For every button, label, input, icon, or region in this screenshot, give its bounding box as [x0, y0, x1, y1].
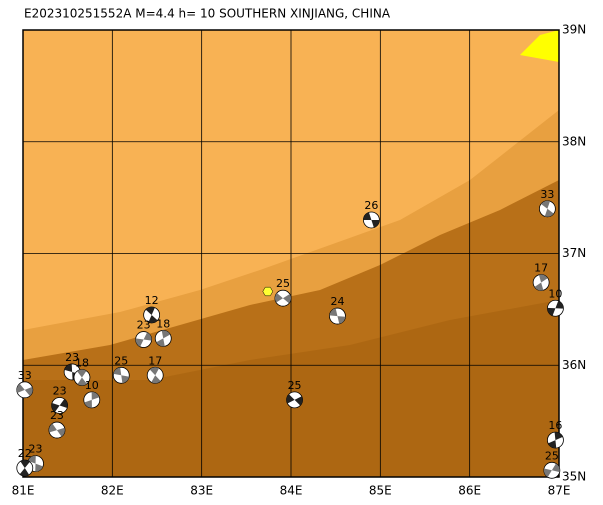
depth-label: 33	[18, 369, 32, 382]
beachball	[135, 331, 153, 348]
beachball-quadrant	[548, 432, 563, 449]
depth-label: 12	[145, 294, 159, 307]
x-tick-label: 86E	[458, 484, 481, 498]
depth-label: 23	[65, 351, 79, 364]
depth-label: 22	[18, 447, 32, 460]
depth-label: 26	[364, 199, 378, 212]
beachball-quadrant	[534, 274, 548, 291]
beachball	[73, 369, 91, 386]
beachball-bg	[146, 366, 164, 384]
depth-label: 23	[137, 319, 151, 332]
y-tick-label: 39N	[562, 23, 586, 37]
beachball-quadrant	[16, 383, 33, 396]
beachball	[16, 381, 34, 399]
beachball-quadrant	[84, 391, 100, 408]
beachball-quadrant	[286, 394, 303, 406]
x-tick-label: 85E	[369, 484, 392, 498]
y-tick-label: 35N	[562, 470, 586, 484]
beachball-quadrant	[19, 460, 30, 477]
beachball-quadrant	[547, 300, 564, 316]
depth-label: 18	[75, 357, 89, 370]
x-tick-label: 83E	[190, 484, 213, 498]
beachball	[51, 397, 69, 414]
beachball	[146, 366, 164, 384]
beachball-quadrant	[135, 332, 152, 347]
depth-label: 10	[548, 287, 562, 300]
y-tick-label: 36N	[562, 358, 586, 372]
beachball	[532, 274, 550, 291]
depth-label: 23	[29, 443, 43, 456]
depth-label: 33	[540, 188, 554, 201]
beachball-quadrant	[51, 399, 68, 412]
beachball-quadrant	[363, 212, 380, 228]
depth-label: 25	[114, 354, 128, 367]
x-tick-label: 82E	[101, 484, 124, 498]
x-tick-label: 84E	[280, 484, 303, 498]
depth-label: 17	[534, 262, 548, 275]
beachball	[362, 211, 380, 229]
x-tick-label: 81E	[12, 484, 35, 498]
beachball	[143, 306, 161, 324]
beachball	[83, 391, 101, 409]
depth-label: 23	[50, 409, 64, 422]
depth-label: 18	[156, 317, 170, 330]
beachball	[112, 366, 130, 384]
beachball	[16, 459, 34, 477]
beachball-quadrant	[540, 200, 554, 217]
map-title: E202310251552A M=4.4 h= 10 SOUTHERN XINJ…	[24, 7, 391, 21]
depth-label: 24	[330, 295, 344, 308]
beachball	[547, 299, 564, 317]
beachball	[286, 391, 303, 409]
beachball-quadrant	[329, 308, 346, 324]
depth-label: 25	[276, 277, 290, 290]
beachball-quadrant	[145, 306, 158, 323]
beachball	[547, 431, 564, 449]
epicenter	[262, 286, 274, 297]
beachball-quadrant	[543, 463, 560, 478]
beachball-quadrant	[156, 330, 171, 347]
beachball	[274, 289, 292, 307]
beachball-quadrant	[77, 369, 87, 386]
beachball-quadrant	[149, 367, 161, 384]
depth-label: 25	[288, 379, 302, 392]
y-tick-label: 37N	[562, 246, 586, 260]
beachball-quadrant	[27, 455, 44, 472]
x-tick-label: 87E	[548, 484, 571, 498]
depth-label: 16	[548, 419, 562, 432]
beachball	[543, 461, 561, 479]
depth-label: 17	[148, 354, 162, 367]
beachball	[154, 330, 172, 347]
depth-label: 23	[53, 384, 67, 397]
y-tick-label: 38N	[562, 134, 586, 148]
beachball-quadrant	[48, 423, 65, 437]
beachball	[329, 307, 346, 325]
beachball-quadrant	[274, 293, 291, 304]
depth-label: 25	[545, 449, 559, 462]
depth-label: 10	[85, 379, 99, 392]
beachball	[48, 421, 66, 439]
beachball-quadrant	[113, 367, 130, 384]
beachball	[538, 200, 556, 218]
